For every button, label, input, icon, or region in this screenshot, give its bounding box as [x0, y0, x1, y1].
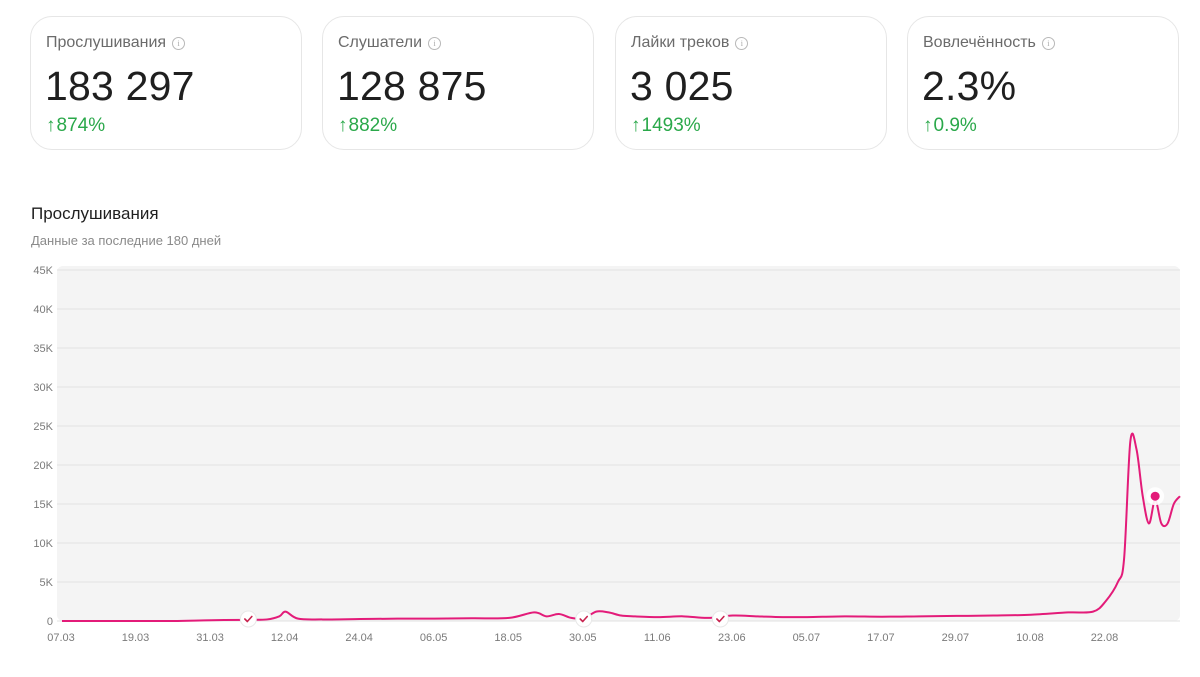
release-marker[interactable] — [711, 610, 729, 628]
stat-value: 3 025 — [630, 63, 734, 109]
x-tick-label: 23.06 — [718, 632, 746, 644]
release-marker[interactable] — [575, 610, 593, 628]
stat-label: Слушатели — [338, 34, 423, 51]
y-tick-label: 0 — [47, 616, 53, 628]
y-tick-label: 35K — [33, 343, 53, 355]
info-icon[interactable]: i — [428, 37, 442, 50]
stat-change: 874% — [56, 115, 106, 136]
check-icon — [579, 615, 589, 623]
stat-label: Прослушивания — [46, 34, 167, 51]
check-icon — [244, 615, 253, 623]
stat-value: 183 297 — [45, 63, 195, 109]
y-tick-label: 20K — [33, 460, 53, 472]
y-tick-label: 25K — [33, 421, 53, 433]
stat-change: 1493% — [641, 115, 701, 136]
x-tick-label: 31.03 — [196, 632, 224, 644]
stat-card-engagement[interactable]: Вовлечённость i 2.3% ↑0.9% — [907, 16, 1179, 150]
x-tick-label: 19.03 — [122, 632, 150, 644]
x-tick-label: 22.08 — [1091, 632, 1119, 644]
stat-card-likes[interactable]: Лайки треков i 3 025 ↑1493% — [615, 16, 887, 150]
y-tick-label: 40K — [33, 304, 53, 316]
series-line — [62, 432, 1181, 622]
x-tick-label: 10.08 — [1016, 632, 1044, 644]
info-icon[interactable]: i — [172, 37, 186, 50]
x-tick-label: 07.03 — [47, 632, 75, 644]
y-tick-label: 30K — [33, 382, 53, 394]
x-tick-label: 17.07 — [867, 632, 895, 644]
stat-label: Лайки треков — [631, 34, 730, 51]
stat-value: 2.3% — [922, 63, 1017, 109]
release-marker[interactable] — [239, 610, 257, 628]
plays-line-chart[interactable]: 0 5K 10K 15K 20K 25K 30K 35K 40K 45K 07.03 19.03 31… — [0, 255, 1200, 665]
chart-subtitle: Данные за последние 180 дней — [31, 233, 222, 248]
check-icon — [716, 615, 725, 623]
hover-point[interactable] — [1146, 487, 1165, 506]
stat-card-plays[interactable]: Прослушивания i 183 297 ↑874% — [30, 16, 302, 150]
stat-change: 0.9% — [933, 115, 977, 136]
arrow-up-icon: ↑ — [338, 115, 348, 136]
arrow-up-icon: ↑ — [46, 115, 56, 136]
x-tick-label: 05.07 — [793, 632, 821, 644]
info-icon[interactable]: i — [1041, 37, 1055, 50]
stats-cards: Прослушивания i 183 297 ↑874% Слушатели i … — [30, 16, 1180, 152]
y-tick-label: 15K — [33, 499, 53, 511]
stat-card-listeners[interactable]: Слушатели i 128 875 ↑882% — [322, 16, 594, 150]
x-tick-label: 12.04 — [271, 632, 299, 644]
stat-value: 128 875 — [337, 63, 487, 109]
x-tick-label: 29.07 — [942, 632, 970, 644]
x-tick-label: 18.05 — [494, 632, 522, 644]
arrow-up-icon: ↑ — [923, 115, 933, 136]
plot-background — [57, 266, 1180, 621]
stat-change: 882% — [348, 115, 398, 136]
x-tick-label: 24.04 — [345, 632, 373, 644]
x-tick-label: 30.05 — [569, 632, 597, 644]
arrow-up-icon: ↑ — [631, 115, 641, 136]
info-icon[interactable]: i — [735, 37, 749, 50]
y-tick-label: 45K — [33, 265, 53, 277]
x-tick-label: 11.06 — [644, 632, 671, 644]
y-tick-label: 10K — [33, 538, 53, 550]
y-tick-label: 5K — [40, 577, 54, 589]
chart-title: Прослушивания — [31, 204, 159, 223]
stat-label: Вовлечённость — [923, 34, 1036, 51]
x-tick-label: 06.05 — [420, 632, 448, 644]
